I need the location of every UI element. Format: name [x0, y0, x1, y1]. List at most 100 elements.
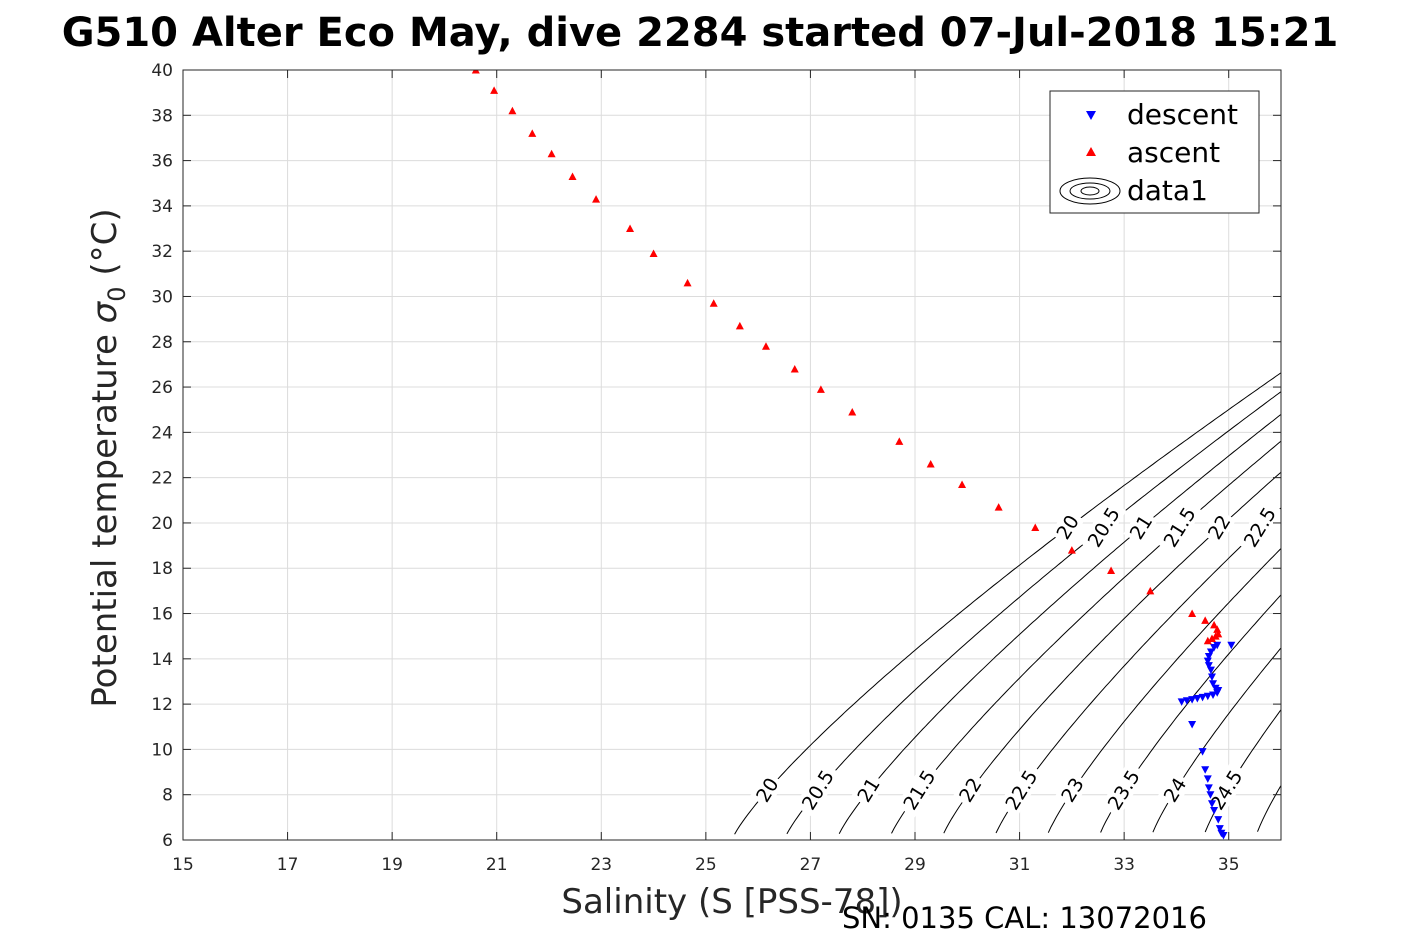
descent-point: [1204, 653, 1213, 661]
contour-label: 22: [1204, 511, 1235, 543]
ascent-point: [547, 149, 556, 158]
contour-label-bg: [1202, 761, 1250, 818]
descent-point: [1227, 641, 1236, 650]
plot-frame: [182, 69, 1282, 841]
descent-point: [1188, 721, 1197, 729]
contour-label-bg: [952, 771, 988, 809]
contour-label-bg: [794, 761, 841, 818]
ascent-point: [528, 129, 537, 137]
ascent-point: [895, 437, 904, 445]
y-tick-label: 20: [151, 514, 173, 534]
descent-point: [1214, 816, 1223, 824]
y-tick-label: 8: [162, 786, 173, 806]
y-axis-ticks: 6 8 10 12 14 16 18 20 22 24 26 28 30 32 34 36 38 40: [151, 61, 1281, 851]
contour-label-bg: [850, 771, 886, 809]
descent-point: [1206, 648, 1215, 657]
descent-point: [1198, 748, 1207, 756]
descent-point: [1206, 791, 1215, 799]
y-tick-label: 26: [151, 378, 173, 398]
y-tick-label: 16: [151, 605, 173, 625]
y-tick-label: 10: [151, 740, 173, 760]
ascent-point: [568, 172, 577, 180]
contour-label-bg: [1123, 508, 1158, 546]
x-tick-label: 35: [1218, 855, 1240, 875]
ascent-point: [1031, 523, 1040, 531]
legend-box: [1049, 90, 1260, 214]
x-tick-label: 15: [172, 855, 194, 875]
ascent-point: [592, 195, 601, 203]
legend-marker-ascent: [1086, 147, 1096, 156]
descent-point: [1201, 766, 1210, 774]
descent-point: [1210, 644, 1219, 652]
ascent-point: [626, 224, 635, 233]
x-tick-label: 19: [381, 855, 403, 875]
descent-point: [1213, 689, 1222, 697]
contour-label: 22: [955, 774, 986, 806]
descent-point: [1203, 657, 1212, 666]
y-tick-label: 40: [151, 61, 173, 81]
descent-point: [1207, 800, 1216, 808]
ascent-point: [1107, 566, 1116, 574]
ascent-point: [1201, 616, 1210, 624]
descent-point: [1177, 698, 1186, 706]
descent-point: [1207, 673, 1216, 681]
ascent-point: [958, 480, 967, 488]
y-tick-label: 32: [151, 242, 173, 262]
y-tick-label: 12: [151, 695, 173, 715]
ascent-point: [471, 70, 480, 74]
ascent-point: [926, 460, 935, 468]
ascent-point: [1188, 609, 1197, 618]
contour-line: [786, 391, 1281, 835]
y-axis-label-unit: (°C): [85, 208, 125, 275]
y-axis-label-sigma: σ: [85, 300, 125, 323]
ascent-point: [735, 321, 744, 330]
contour-label-bg: [997, 761, 1045, 818]
y-axis-label-main: Potential temperature: [85, 334, 125, 707]
ascent-point: [848, 407, 857, 416]
legend-marker-descent: [1086, 111, 1096, 120]
contour-label: 21: [853, 774, 884, 806]
x-tick-label: 25: [695, 855, 717, 875]
y-tick-label: 30: [151, 287, 173, 307]
y-tick-label: 22: [151, 469, 173, 489]
data-points: [471, 70, 1236, 840]
ascent-point: [490, 86, 499, 94]
contour-label-bg: [1054, 771, 1090, 809]
contour-label: 21: [1126, 511, 1157, 543]
ascent-point: [1146, 586, 1155, 595]
ascent-point: [683, 278, 692, 287]
ascent-point: [790, 364, 799, 373]
descent-point: [1204, 784, 1213, 792]
contour-label: 23: [1057, 774, 1088, 806]
ascent-point: [761, 342, 770, 350]
legend-label-contours: data1: [1127, 174, 1208, 207]
x-tick-label: 21: [486, 855, 508, 875]
contour-label: 20: [1052, 511, 1083, 543]
x-tick-label: 23: [590, 855, 612, 875]
descent-point: [1206, 666, 1215, 675]
descent-point: [1204, 662, 1213, 670]
y-tick-label: 6: [162, 831, 173, 851]
contour-line: [943, 471, 1281, 834]
y-tick-label: 36: [151, 152, 173, 172]
descent-point: [1203, 775, 1212, 783]
contour-label-bg: [1157, 771, 1192, 809]
contour-line: [838, 413, 1281, 834]
ascent-point: [649, 249, 658, 257]
contour-label: 20: [752, 774, 783, 806]
legend-label-descent: descent: [1127, 98, 1238, 131]
x-tick-label: 29: [904, 855, 926, 875]
y-axis-label: Potential temperature σ0 (°C): [85, 208, 131, 707]
contour-label-bg: [1201, 508, 1237, 546]
x-axis-ticks: 15 17 19 21 23 25 27 29 31 33 35: [172, 70, 1240, 875]
y-tick-label: 18: [151, 559, 173, 579]
ascent-point: [816, 385, 825, 393]
legend-label-ascent: ascent: [1127, 136, 1220, 169]
legend: descent ascent data1: [1049, 90, 1260, 214]
ascent-point: [709, 299, 718, 307]
ascent-point: [1210, 620, 1219, 629]
contour-label-bg: [1050, 508, 1085, 546]
ascent-point: [508, 106, 517, 115]
contour-label-bg: [749, 771, 785, 809]
